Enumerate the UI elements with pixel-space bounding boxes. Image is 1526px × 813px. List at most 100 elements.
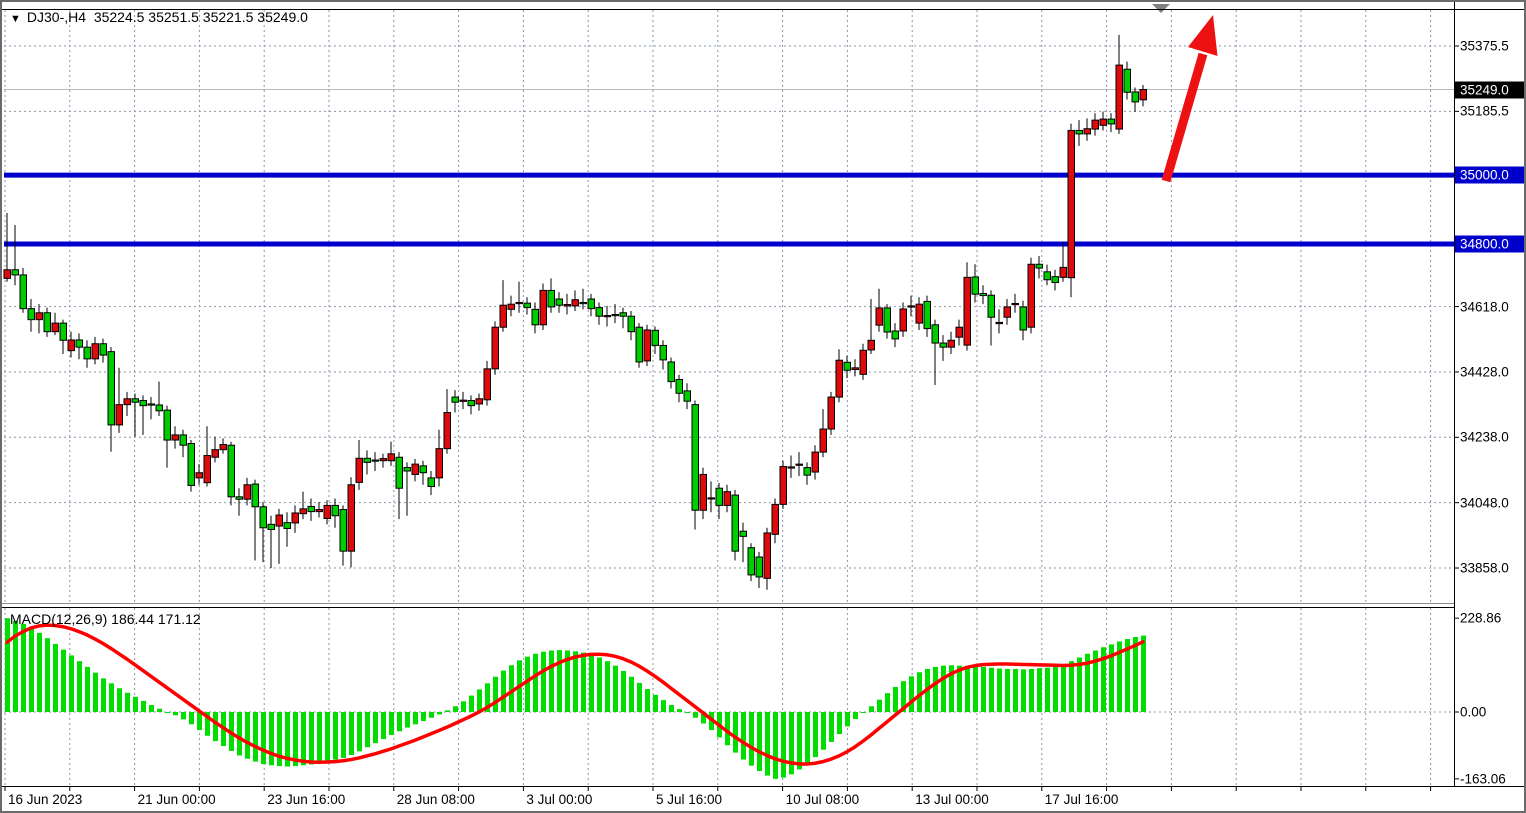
candle-bear (939, 342, 947, 348)
candle-bull (1067, 129, 1075, 279)
macd-histogram-bar (357, 712, 362, 752)
time-axis-label: 10 Jul 08:00 (785, 792, 860, 807)
macd-histogram-bar (37, 632, 42, 712)
candle-bear (339, 509, 347, 552)
candle-bull (1083, 128, 1091, 135)
macd-histogram-bar (829, 712, 834, 742)
macd-histogram-bar (1045, 667, 1050, 712)
candle-bull (915, 303, 923, 324)
macd-histogram-bar (541, 651, 546, 712)
macd-histogram-bar (557, 650, 562, 712)
candle-bull (779, 466, 787, 505)
macd-histogram-bar (165, 712, 170, 713)
candle-bear (19, 274, 27, 310)
candle-bear (739, 530, 747, 537)
pane-separator[interactable] (2, 603, 1454, 604)
candle-bull (323, 504, 331, 519)
candle-bull (515, 301, 523, 305)
macd-histogram-bar (125, 692, 130, 712)
trend-arrow-head[interactable] (1188, 15, 1218, 56)
candle-bull (243, 484, 251, 500)
candle-bear (579, 301, 587, 305)
level-price-badge: 35000.0 (1455, 166, 1524, 184)
macd-histogram-bar (405, 712, 410, 728)
macd-histogram-bar (509, 665, 514, 712)
macd-histogram-bar (701, 712, 706, 724)
candle-bear (427, 477, 435, 487)
macd-histogram-bar (1061, 664, 1066, 712)
candle-bear (75, 339, 83, 348)
candle-bear (1131, 91, 1139, 103)
candle-bear (139, 399, 147, 407)
candle-bull (771, 503, 779, 535)
trend-arrow-shaft[interactable] (1161, 52, 1208, 183)
macd-histogram-bar (1109, 644, 1114, 712)
macd-histogram-bar (637, 682, 642, 712)
macd-histogram-bar (1117, 641, 1122, 712)
macd-histogram-bar (1029, 668, 1034, 712)
candle-bear (363, 457, 371, 463)
candle-bear (883, 307, 891, 333)
macd-histogram-bar (917, 672, 922, 712)
candle-bull (1091, 119, 1099, 130)
candle-bull (1099, 118, 1107, 126)
candle-bear (99, 343, 107, 356)
chart-title: ▼ DJ30-,H4 35224.5 35251.5 35221.5 35249.… (10, 9, 308, 25)
candle-bear (451, 396, 459, 403)
macd-histogram-bar (965, 666, 970, 712)
price-axis-label: 35185.5 (1460, 103, 1509, 119)
candle-bear (747, 547, 755, 576)
candle-bear (227, 444, 235, 498)
macd-histogram-bar (245, 712, 250, 759)
macd-histogram-bar (957, 665, 962, 712)
candle-bear (179, 434, 187, 446)
candle-bear (59, 322, 67, 341)
candle-bull (875, 307, 883, 326)
macd-histogram-bar (1125, 639, 1130, 712)
candle-bull (795, 463, 803, 466)
macd-histogram-bar (397, 712, 402, 732)
candle-bull (475, 398, 483, 405)
candle-bull (299, 508, 307, 515)
candle-bear (547, 289, 555, 308)
candle-bear (675, 379, 683, 394)
time-axis-label: 17 Jul 16:00 (1044, 792, 1119, 807)
candle-bull (1003, 306, 1011, 318)
candle-bull (51, 322, 59, 333)
candle-bull (115, 404, 123, 426)
candle-bear (1035, 263, 1043, 269)
candle-bear (403, 467, 411, 472)
macd-histogram-bar (1053, 666, 1058, 712)
macd-histogram-bar (837, 712, 842, 735)
candle-bear (891, 330, 899, 340)
macd-histogram-bar (645, 689, 650, 712)
candle-bull (387, 453, 395, 462)
candle-bear (283, 522, 291, 529)
candle-bull (1115, 64, 1123, 130)
macd-histogram-bar (1101, 647, 1106, 712)
level-price-badge: 34800.0 (1455, 235, 1524, 253)
chart-shift-marker-icon[interactable] (1152, 4, 1170, 13)
time-axis-label: 16 Jun 2023 (8, 792, 83, 807)
macd-histogram-bar (381, 712, 386, 740)
macd-histogram-bar (365, 712, 370, 748)
candle-bull (459, 399, 467, 402)
macd-histogram-bar (69, 655, 74, 712)
macd-histogram-bar (21, 623, 26, 712)
candle-bull (563, 304, 571, 307)
candle-bear (1043, 271, 1051, 281)
candle-bull (811, 451, 819, 473)
macd-histogram-bar (421, 712, 426, 722)
macd-axis-label: 228.86 (1460, 610, 1502, 626)
macd-histogram-bar (173, 712, 178, 716)
macd-histogram-bar (493, 676, 498, 712)
macd-histogram-bar (1069, 661, 1074, 712)
chart-top-frame (2, 9, 1524, 10)
candle-bear (27, 308, 35, 321)
candle-bear (531, 308, 539, 326)
price-axis-label: 35375.5 (1460, 38, 1509, 54)
candle-bull (219, 444, 227, 451)
macd-histogram-bar (605, 661, 610, 712)
candle-bear (307, 505, 315, 513)
